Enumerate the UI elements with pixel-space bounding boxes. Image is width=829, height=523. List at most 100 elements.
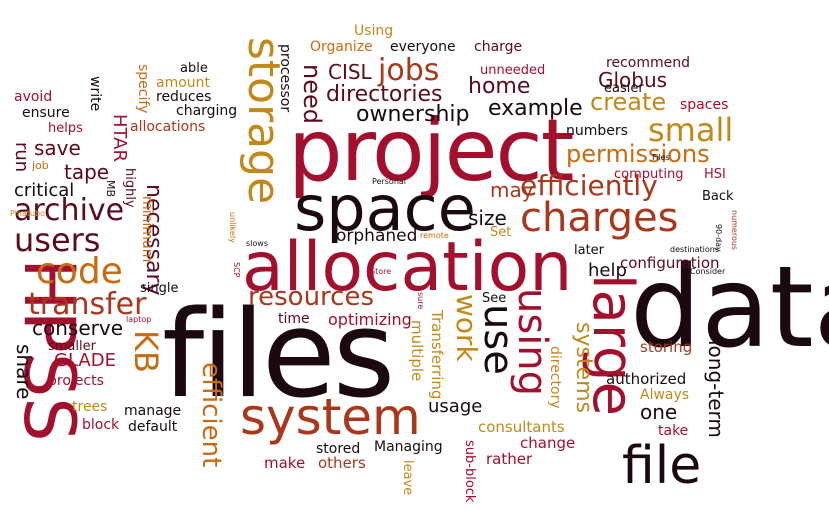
word-project: project xyxy=(288,101,574,201)
word-unlikely: unlikely xyxy=(228,212,237,243)
word-time: time xyxy=(278,311,310,327)
word-users: users xyxy=(14,221,101,259)
word-one: one xyxy=(640,400,678,424)
word-authorized: authorized xyxy=(606,370,687,388)
word-reduces: reduces xyxy=(156,89,212,105)
word-avoid: avoid xyxy=(14,89,53,105)
word-need: need xyxy=(298,64,326,124)
word-space: space xyxy=(294,172,476,245)
word-laptop: laptop xyxy=(126,315,152,324)
word-multiple: multiple xyxy=(408,320,426,382)
word-slows: slows xyxy=(246,239,268,248)
word-managing: Managing xyxy=(374,439,443,455)
word-system: system xyxy=(240,388,421,446)
word-see: See xyxy=(482,291,507,306)
word-ensure: ensure xyxy=(22,105,70,121)
word-store: Store xyxy=(370,267,392,276)
word-set: Set xyxy=(490,225,512,240)
word-critical: critical xyxy=(14,180,75,201)
word-90-day: 90-day xyxy=(714,224,723,252)
word-others: others xyxy=(318,454,366,472)
word-data: data xyxy=(630,243,829,373)
word-charging: charging xyxy=(176,103,238,119)
word-amount: amount xyxy=(156,75,211,91)
word-later: later xyxy=(574,243,605,258)
word-back: Back xyxy=(702,189,734,204)
word-processor: processor xyxy=(277,44,293,113)
word-directories: directories xyxy=(326,82,443,107)
word-directory: directory xyxy=(547,346,563,409)
word-make: make xyxy=(264,454,306,472)
word-permissions: permissions xyxy=(566,140,710,168)
word-files-small: Files xyxy=(652,153,670,162)
word-charge: charge xyxy=(474,39,523,55)
word-archive: archive xyxy=(14,193,125,228)
word-recommend: recommend xyxy=(606,55,690,71)
word-pinatubo: Pinatubo xyxy=(10,209,46,218)
word-resources: resources xyxy=(248,282,375,312)
word-home: home xyxy=(468,74,531,99)
word-storing: storing xyxy=(640,338,693,356)
word-systems: systems xyxy=(571,322,596,413)
word-rather: rather xyxy=(486,450,533,468)
word-change: change xyxy=(520,434,576,452)
word-stored: stored xyxy=(316,441,361,457)
word-kb: KB xyxy=(127,330,165,373)
word-manage: manage xyxy=(124,403,182,419)
word-jobs: jobs xyxy=(378,53,440,88)
word-small: small xyxy=(648,111,734,149)
word-sure: sure xyxy=(416,292,425,310)
word-minimum: minimum xyxy=(139,196,155,263)
word-allocation: allocation xyxy=(242,228,573,307)
word-example: example xyxy=(488,96,583,121)
word-use: use xyxy=(475,304,521,375)
word-size: size xyxy=(468,206,507,230)
word-trees: trees xyxy=(72,399,108,415)
word-specify: specify xyxy=(135,64,151,114)
word-long-term: long-term xyxy=(704,340,728,438)
word-take: take xyxy=(658,423,689,439)
word-help: help xyxy=(588,260,627,281)
word-leave: leave xyxy=(400,460,415,496)
word-mb: MB xyxy=(104,180,117,198)
word-run: run xyxy=(11,142,32,173)
word-tape: tape xyxy=(64,160,110,184)
word-using-small: Using xyxy=(354,23,394,39)
word-spaces: spaces xyxy=(680,97,729,113)
word-job: job xyxy=(32,159,49,172)
word-optimizing: optimizing xyxy=(328,310,412,329)
word-numerous: numerous xyxy=(730,210,739,251)
word-write: write xyxy=(87,76,103,112)
word-highly: highly xyxy=(122,168,137,208)
word-personal: Personal xyxy=(372,177,407,186)
word-transfer: transfer xyxy=(28,287,147,322)
word-code: code xyxy=(36,251,123,292)
word-work: work xyxy=(450,294,483,362)
word-conserve: conserve xyxy=(32,316,123,340)
word-projects: projects xyxy=(48,373,104,389)
word-cisl: CISL xyxy=(328,60,372,84)
word-may: may xyxy=(490,178,534,202)
word-ownership: ownership xyxy=(356,102,470,127)
word-consider: Consider xyxy=(690,267,726,276)
word-numbers: numbers xyxy=(566,123,628,139)
word-helps: helps xyxy=(48,121,83,136)
word-usage: usage xyxy=(428,396,483,417)
word-consultants: consultants xyxy=(478,418,565,436)
word-destinations: destinations xyxy=(670,245,719,254)
word-remote: remote xyxy=(420,231,449,240)
word-save: save xyxy=(34,136,81,160)
word-able: able xyxy=(180,61,208,76)
word-hsi: HSI xyxy=(704,167,726,182)
word-glade: GLADE xyxy=(54,350,116,371)
word-computing: computing xyxy=(614,167,684,182)
word-default: default xyxy=(128,419,178,435)
word-transferring: Transferring xyxy=(428,310,446,400)
word-htar: HTAR xyxy=(109,114,130,162)
word-always: Always xyxy=(640,387,690,403)
word-file: file xyxy=(622,436,702,496)
word-single: single xyxy=(140,281,179,296)
word-configuration: configuration xyxy=(620,254,720,272)
word-everyone: everyone xyxy=(390,39,456,55)
